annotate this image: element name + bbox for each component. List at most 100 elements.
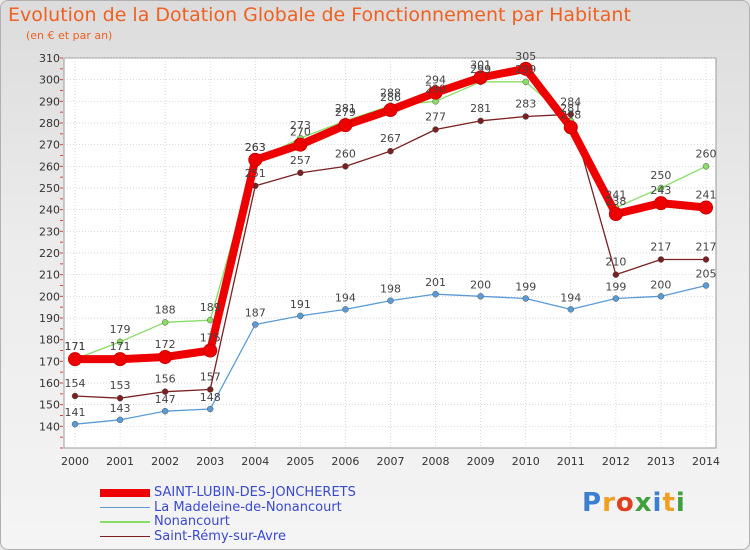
- data-label: 148: [200, 391, 221, 404]
- data-label: 260: [335, 147, 356, 160]
- data-label: 263: [245, 141, 266, 154]
- data-label: 179: [110, 323, 131, 336]
- data-point: [477, 117, 484, 125]
- data-label: 210: [605, 256, 626, 269]
- y-tick-label: 300: [39, 74, 60, 87]
- logo-letter: P: [582, 488, 603, 518]
- data-point: [653, 196, 668, 211]
- data-label: 279: [335, 106, 356, 119]
- data-label: 187: [245, 307, 266, 320]
- data-label: 241: [605, 189, 626, 202]
- x-tick-label: 2008: [422, 455, 450, 468]
- data-label: 199: [515, 281, 536, 294]
- data-label: 251: [245, 167, 266, 180]
- logo-letter: x: [634, 488, 653, 518]
- data-point: [387, 297, 394, 304]
- y-tick-label: 270: [39, 139, 60, 152]
- data-label: 238: [605, 195, 626, 208]
- legend-swatch: [100, 521, 150, 523]
- data-label: 278: [560, 108, 581, 121]
- data-label: 200: [650, 278, 671, 291]
- data-label: 153: [110, 379, 131, 392]
- y-tick-label: 220: [39, 247, 60, 260]
- data-point: [342, 163, 349, 170]
- x-tick-label: 2005: [286, 455, 314, 468]
- data-label: 263: [245, 141, 266, 154]
- chart-title: Evolution de la Dotation Globale de Fonc…: [8, 4, 631, 26]
- x-tick-label: 2012: [602, 455, 630, 468]
- data-point: [522, 113, 529, 120]
- data-label: 290: [425, 82, 446, 95]
- y-tick-label: 200: [39, 290, 60, 303]
- legend-label: SAINT-LUBIN-DES-JONCHERETS: [154, 485, 356, 500]
- data-label: 257: [290, 154, 311, 167]
- x-tick-label: 2007: [377, 455, 405, 468]
- data-label: 191: [290, 298, 311, 311]
- data-point: [206, 316, 214, 324]
- data-point: [293, 137, 308, 152]
- x-tick-label: 2014: [692, 455, 720, 468]
- data-point: [161, 407, 169, 415]
- data-label: 154: [65, 377, 86, 390]
- logo-letter: r: [602, 488, 616, 518]
- data-label: 286: [380, 91, 401, 104]
- data-point: [657, 293, 665, 300]
- data-point: [338, 118, 353, 133]
- legend-label: Nonancourt: [154, 514, 230, 529]
- data-label: 284: [560, 95, 581, 108]
- data-point: [161, 319, 169, 326]
- data-point: [252, 321, 259, 328]
- data-point: [297, 312, 304, 320]
- data-label: 199: [605, 281, 626, 294]
- x-tick-label: 2009: [467, 455, 495, 468]
- x-tick-label: 2013: [647, 455, 675, 468]
- data-point: [567, 306, 575, 313]
- data-label: 200: [470, 278, 491, 291]
- data-label: 188: [155, 303, 176, 316]
- data-point: [477, 293, 484, 300]
- data-point: [161, 388, 169, 395]
- data-label: 250: [650, 169, 671, 182]
- logo-letter: t: [662, 488, 676, 518]
- data-point: [432, 126, 439, 133]
- y-tick-label: 240: [39, 204, 60, 217]
- logo-letter: i: [652, 488, 663, 518]
- data-label: 147: [155, 393, 176, 406]
- data-point: [297, 169, 304, 177]
- data-label: 243: [650, 184, 671, 197]
- data-point: [473, 70, 488, 85]
- data-point: [428, 85, 443, 100]
- data-point: [71, 420, 79, 428]
- data-point: [567, 111, 575, 118]
- data-label: 194: [560, 291, 581, 304]
- data-label: 299: [515, 63, 536, 76]
- data-label: 267: [380, 132, 401, 145]
- proxiti-logo: Proxiti: [582, 488, 686, 518]
- y-tick-label: 280: [39, 117, 60, 130]
- legend-label: La Madeleine-de-Nonancourt: [154, 499, 342, 515]
- data-label: 201: [425, 276, 446, 289]
- y-tick-label: 150: [39, 399, 60, 412]
- y-tick-label: 140: [39, 420, 60, 433]
- data-point: [203, 343, 218, 358]
- x-tick-label: 2004: [241, 455, 269, 468]
- data-label: 157: [200, 371, 221, 384]
- data-point: [702, 163, 710, 170]
- y-tick-label: 290: [39, 95, 60, 108]
- data-point: [522, 295, 529, 302]
- data-point: [387, 147, 394, 155]
- data-point: [206, 405, 214, 413]
- data-point: [522, 78, 529, 86]
- y-tick-label: 310: [39, 52, 60, 65]
- data-label: 198: [380, 283, 401, 296]
- legend-swatch: [100, 506, 150, 508]
- y-tick-label: 170: [39, 355, 60, 368]
- data-label: 288: [380, 87, 401, 100]
- x-tick-label: 2010: [512, 455, 540, 468]
- data-label: 175: [200, 332, 221, 345]
- legend-label: Saint-Rémy-sur-Avre: [154, 528, 286, 544]
- data-point: [116, 338, 124, 346]
- data-point: [702, 256, 710, 263]
- data-label: 294: [425, 74, 446, 87]
